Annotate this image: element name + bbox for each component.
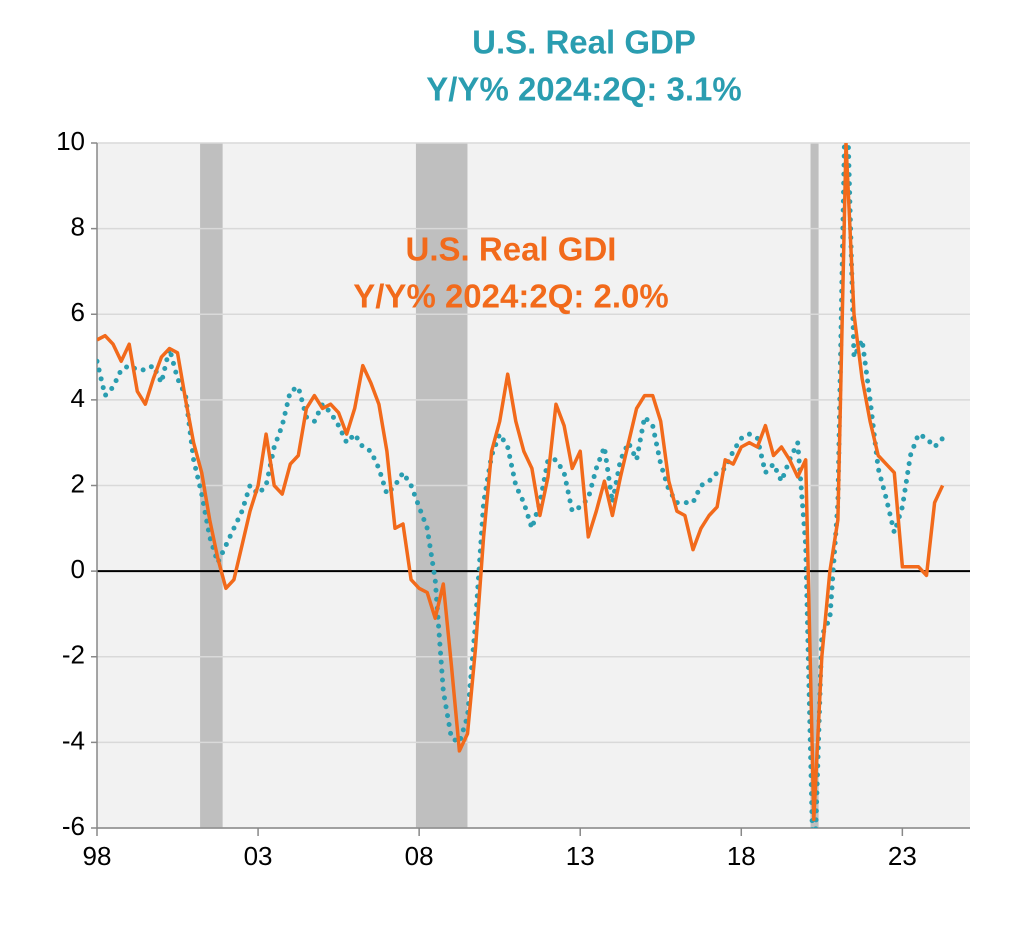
- annotation: U.S. Real GDI: [406, 231, 617, 268]
- x-tick-label: 18: [727, 841, 756, 871]
- chart-title: Y/Y% 2024:2Q: 3.1%: [426, 71, 742, 108]
- annotation: Y/Y% 2024:2Q: 2.0%: [353, 278, 669, 315]
- y-tick-label: -4: [62, 725, 85, 755]
- y-tick-label: 6: [71, 297, 85, 327]
- y-tick-label: 8: [71, 212, 85, 242]
- x-tick-label: 13: [566, 841, 595, 871]
- y-tick-label: 0: [71, 554, 85, 584]
- series-line: [97, 143, 945, 822]
- x-tick-label: 03: [244, 841, 273, 871]
- x-tick-label: 08: [405, 841, 434, 871]
- y-tick-label: -2: [62, 640, 85, 670]
- chart-title: U.S. Real GDP: [472, 24, 696, 61]
- y-tick-label: -6: [62, 811, 85, 841]
- y-tick-label: 10: [56, 126, 85, 156]
- y-tick-label: 4: [71, 383, 85, 413]
- series-line: [97, 143, 946, 828]
- x-tick-label: 23: [888, 841, 917, 871]
- x-tick-label: 98: [83, 841, 112, 871]
- y-tick-label: 2: [71, 468, 85, 498]
